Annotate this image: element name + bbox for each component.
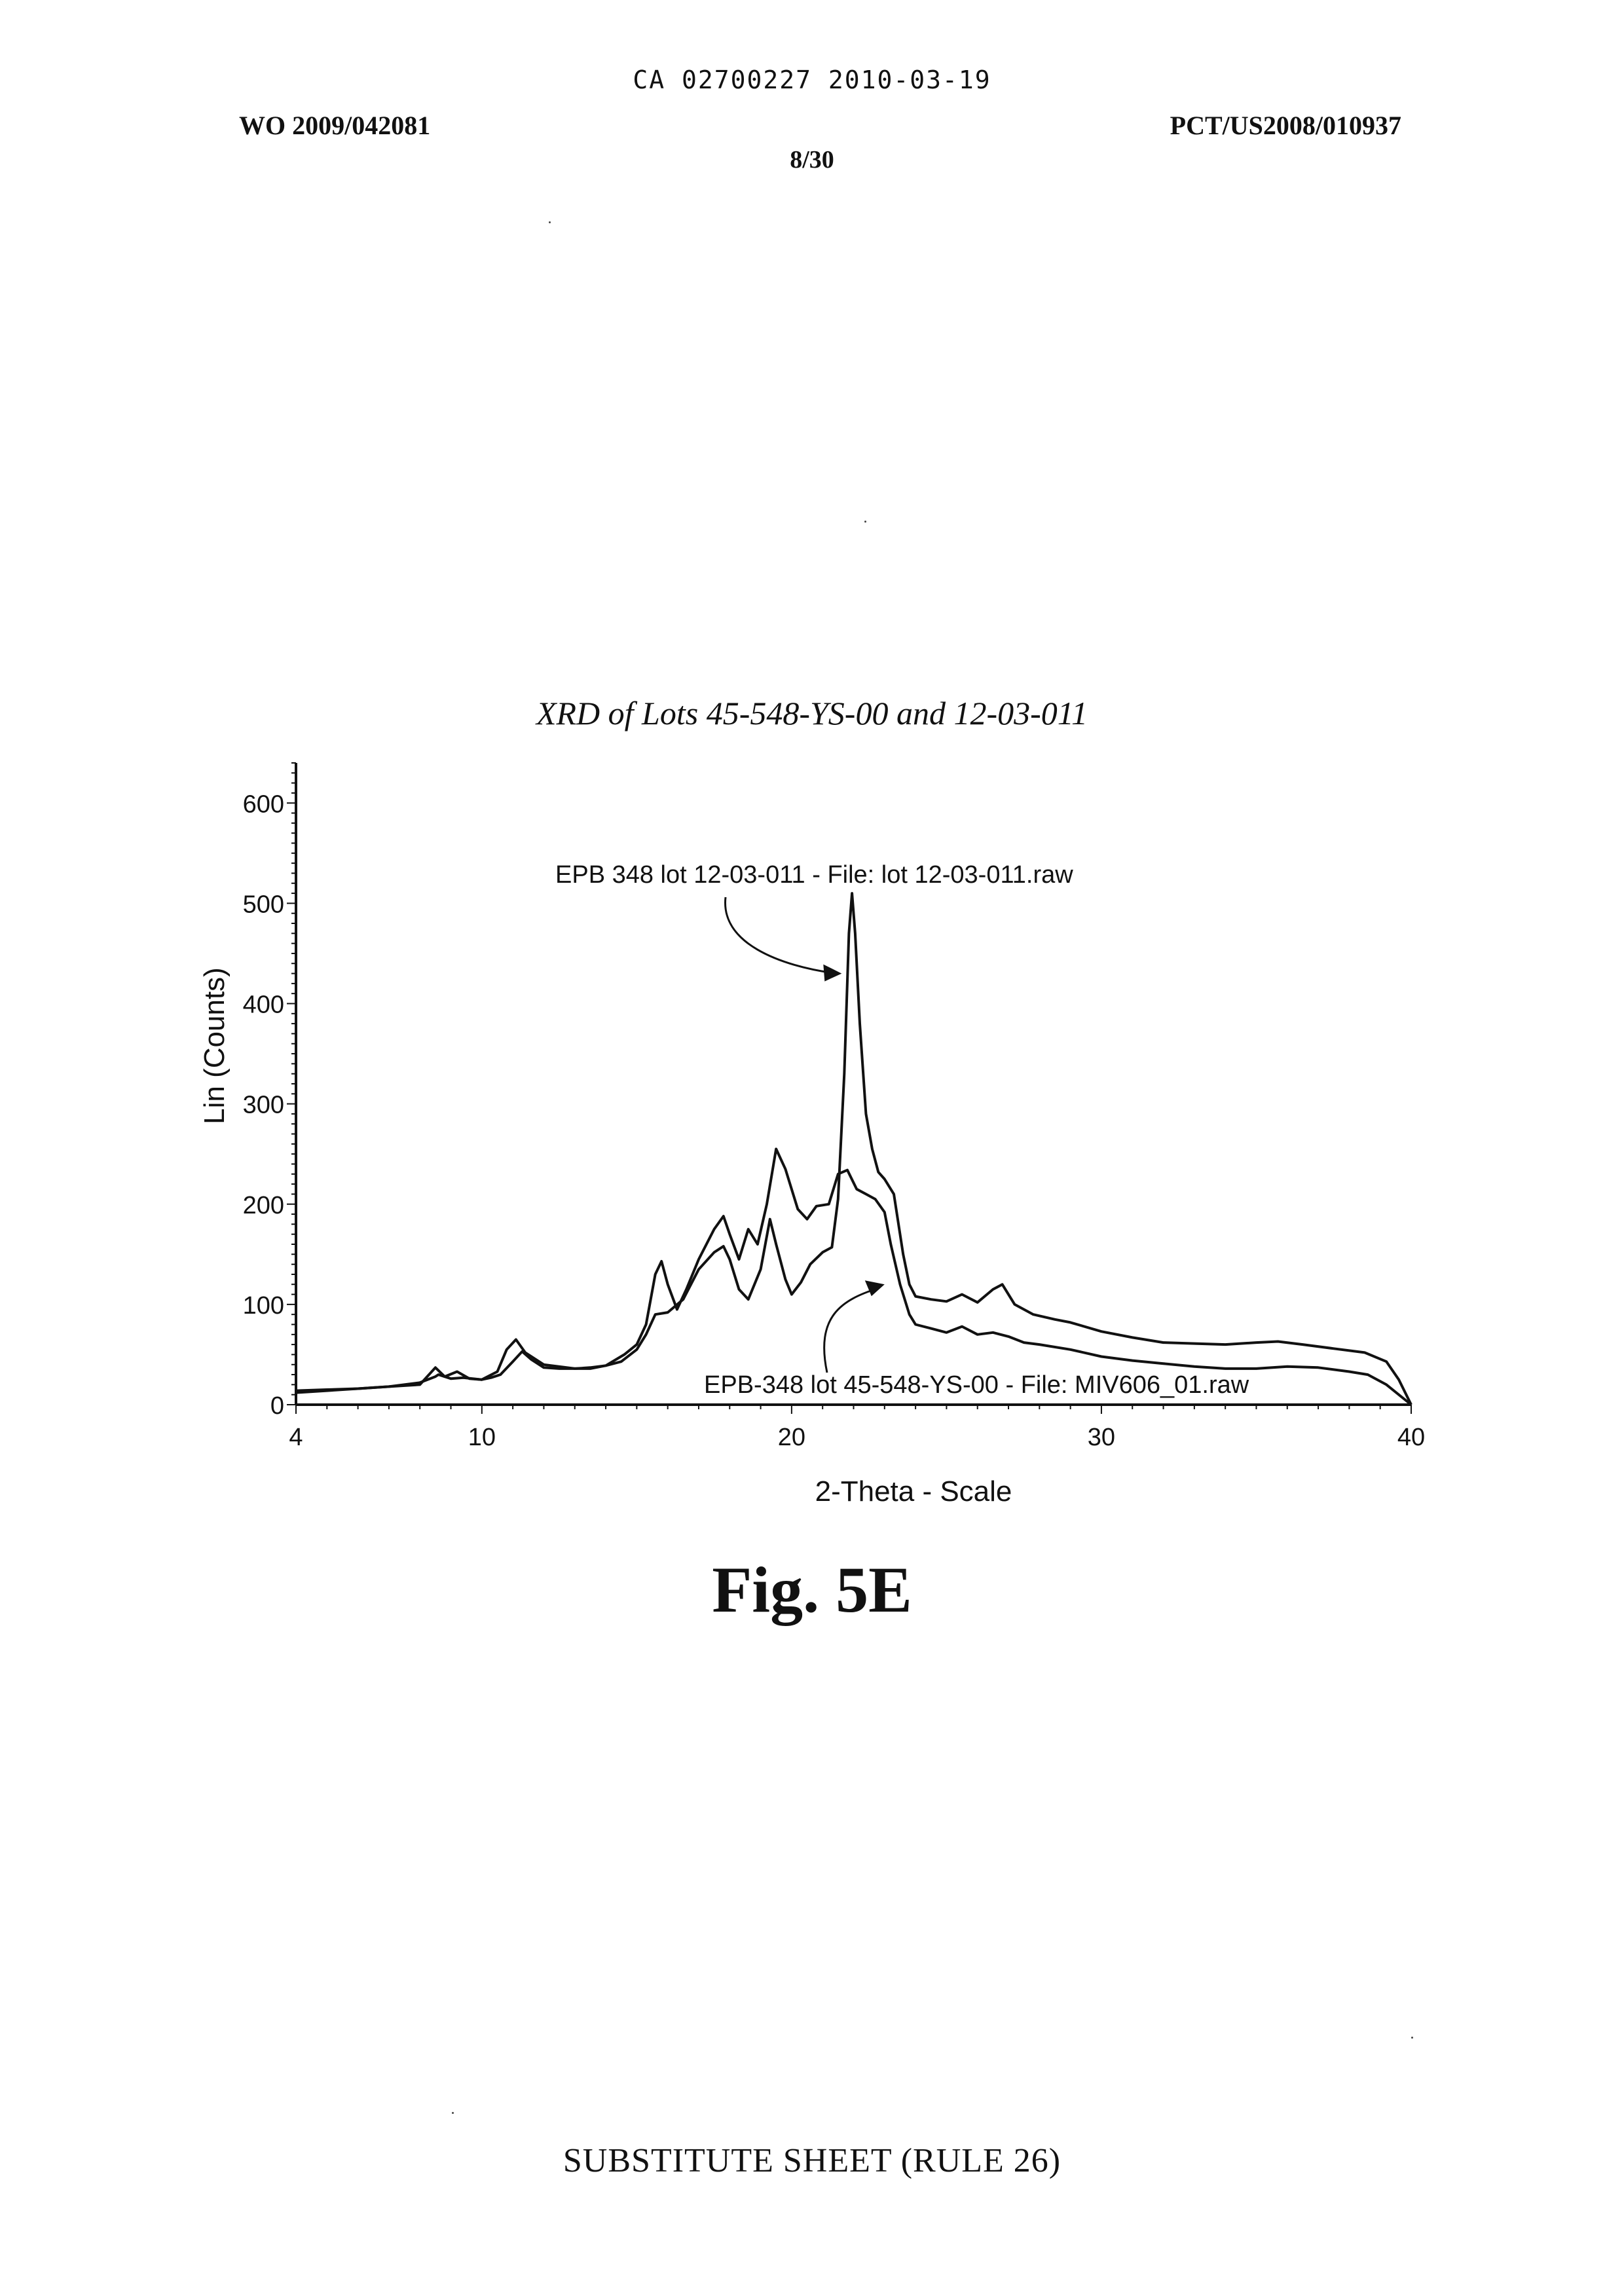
y-tick-label: 400 [243, 991, 284, 1019]
y-tick-label: 600 [243, 790, 284, 818]
y-tick-label: 100 [243, 1292, 284, 1320]
series-line-2 [296, 1149, 1411, 1405]
series-line-1 [296, 893, 1411, 1405]
y-axis-label: Lin (Counts) [198, 967, 231, 1124]
y-tick-label: 300 [243, 1092, 284, 1119]
y-tick-label: 500 [243, 891, 284, 918]
x-axis-label: 2-Theta - Scale [815, 1475, 1012, 1508]
annotation-layer: EPB 348 lot 12-03-011 - File: lot 12-03-… [555, 861, 1249, 1399]
series-layer [296, 893, 1411, 1405]
annotation-arrow-2 [824, 1288, 878, 1373]
x-tick-label: 20 [778, 1424, 805, 1451]
footer-text: SUBSTITUTE SHEET (RULE 26) [0, 2141, 1624, 2180]
x-tick-label: 40 [1397, 1424, 1425, 1451]
figure-label: Fig. 5E [0, 1552, 1624, 1627]
annotation-label-2: EPB-348 lot 45-548-YS-00 - File: MIV606_… [704, 1371, 1249, 1399]
x-tick-label: 4 [289, 1424, 303, 1451]
annotation-label-1: EPB 348 lot 12-03-011 - File: lot 12-03-… [555, 861, 1073, 889]
annotation-arrowhead-1 [823, 965, 841, 982]
y-tick-label: 200 [243, 1192, 284, 1219]
scan-speck [452, 2112, 454, 2114]
scan-speck [1411, 2037, 1413, 2039]
annotation-arrow-1 [726, 897, 837, 974]
xrd-chart: 0 100 200 300 400 500 600 4 10 20 30 40 EPB 348 lot… [0, 0, 1624, 1539]
x-tick-label: 30 [1088, 1424, 1115, 1451]
x-tick-label: 10 [468, 1424, 496, 1451]
annotation-arrowhead-2 [865, 1280, 885, 1296]
y-tick-label: 0 [270, 1392, 284, 1420]
